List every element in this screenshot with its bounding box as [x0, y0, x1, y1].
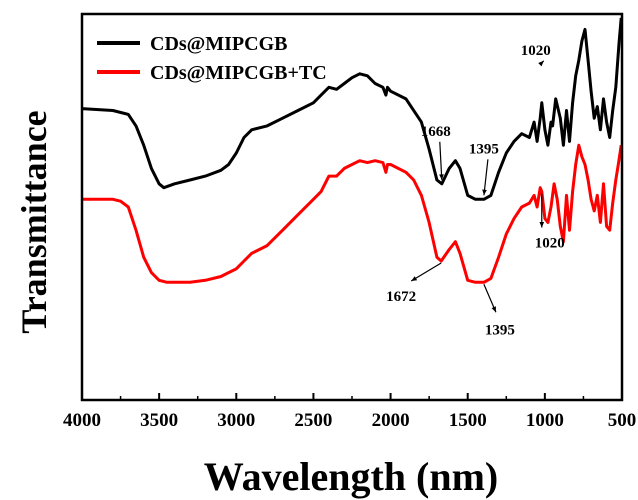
legend: CDs@MIPCGB CDs@MIPCGB+TC [97, 33, 327, 84]
annotation-arrowhead [538, 60, 544, 67]
y-axis-title: Transmittance [14, 110, 54, 333]
x-tick-label: 4000 [63, 410, 101, 431]
annotation-arrowhead [539, 222, 545, 228]
series-line-1 [82, 143, 623, 284]
legend-label-cds-mipcgb-tc: CDs@MIPCGB+TC [150, 62, 327, 84]
annotation-arrow [483, 159, 489, 196]
annotation-label: 1672 [386, 289, 416, 305]
annotation-arrow [410, 262, 442, 282]
annotation-arrowhead [482, 189, 487, 196]
peak-annotation-1020: 1020 [535, 193, 565, 252]
series-layer [81, 17, 623, 284]
annotations-layer: 1668 1395 1020 1672 1395 1020 [386, 43, 565, 338]
legend-label-cds-mipcgb: CDs@MIPCGB [150, 33, 288, 55]
x-axis-title: Wavelength (nm) [204, 454, 498, 499]
x-tick-label: 2000 [372, 410, 410, 431]
annotation-label: 1020 [535, 236, 565, 252]
annotation-arrowhead [491, 306, 496, 313]
series-line-0 [81, 17, 623, 201]
peak-annotation-1668: 1668 [421, 124, 451, 180]
x-axis-tick-labels: 4000 3500 3000 2500 2000 1500 1000 500 [63, 410, 636, 431]
annotation-arrow [439, 141, 443, 180]
x-tick-label: 3000 [217, 410, 255, 431]
peak-annotation-1020: 1020 [521, 43, 551, 67]
annotation-label: 1020 [521, 43, 551, 59]
annotation-label: 1668 [421, 124, 451, 140]
annotation-label: 1395 [485, 322, 515, 338]
annotation-label: 1395 [469, 141, 499, 157]
annotation-arrowhead [411, 276, 418, 282]
annotation-arrowhead [439, 174, 444, 180]
peak-annotation-1395: 1395 [469, 141, 499, 196]
x-tick-label: 1500 [449, 410, 487, 431]
x-tick-label: 500 [608, 410, 637, 431]
peak-annotation-1395: 1395 [483, 284, 515, 338]
x-tick-label: 1000 [526, 410, 564, 431]
plot-frame [80, 12, 624, 402]
x-tick-label: 2500 [294, 410, 332, 431]
peak-annotation-1672: 1672 [386, 262, 442, 305]
x-tick-label: 3500 [140, 410, 178, 431]
